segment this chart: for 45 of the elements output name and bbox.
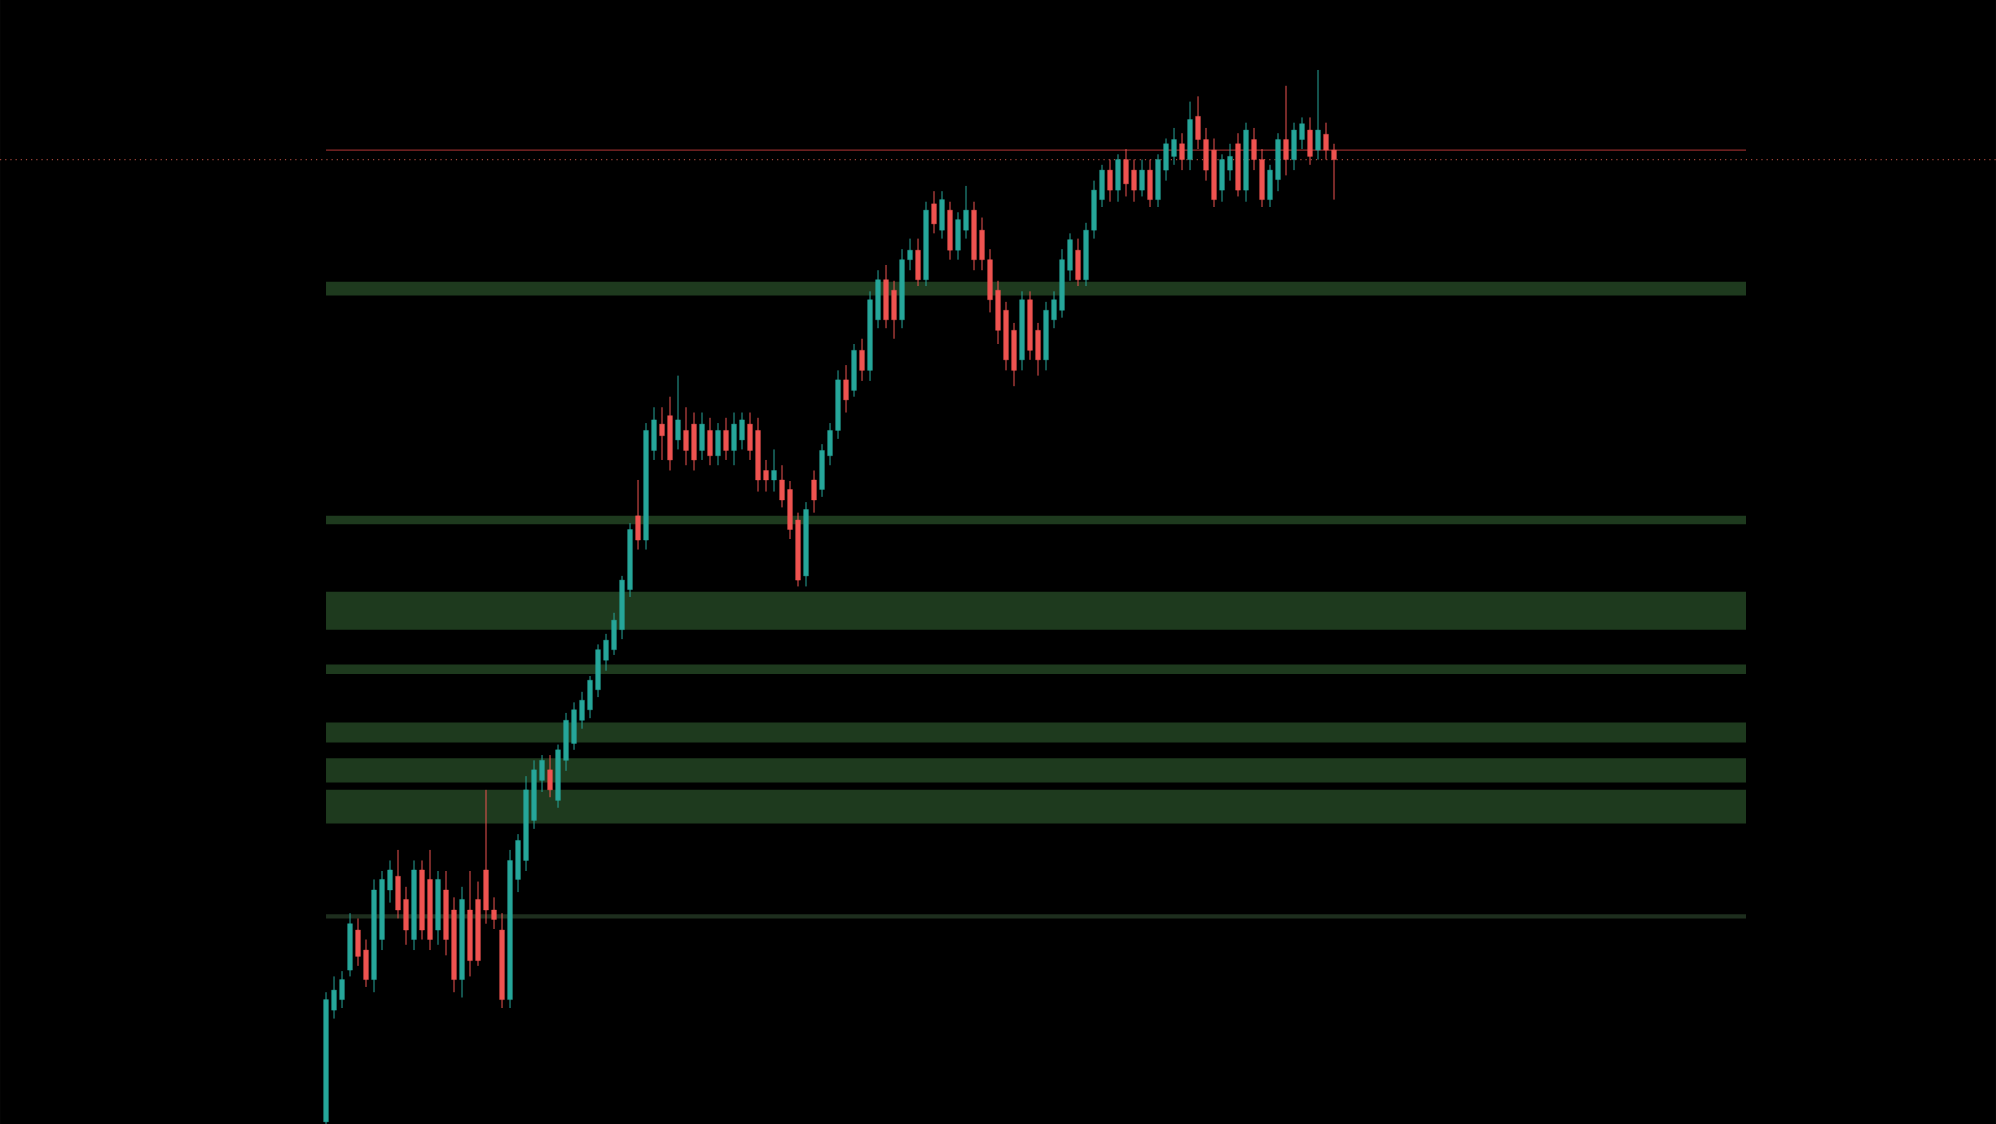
candlestick (1123, 148, 1129, 197)
candlestick (347, 912, 353, 977)
candlestick (851, 343, 857, 398)
candlestick (1291, 122, 1297, 171)
candlestick (1323, 122, 1329, 161)
candlestick (723, 417, 729, 461)
candlestick (1147, 159, 1153, 208)
candlestick (947, 201, 953, 261)
candlestick (883, 264, 889, 329)
candlestick (675, 375, 681, 450)
candlestick (707, 417, 713, 466)
candlestick (691, 412, 697, 471)
candlestick (771, 448, 777, 493)
candlestick (915, 238, 921, 287)
candlestick (699, 412, 705, 461)
candlestick (1107, 159, 1113, 203)
candlestick (859, 338, 865, 382)
candlestick (1283, 85, 1289, 176)
candlestick (1315, 69, 1321, 161)
candlestick (1179, 132, 1185, 171)
candlestick (1171, 127, 1177, 166)
candlestick (931, 190, 937, 234)
candlestick (715, 422, 721, 466)
candlestick (667, 396, 673, 471)
candlestick (1075, 238, 1081, 287)
candlestick (1219, 153, 1225, 203)
candlestick (1235, 132, 1241, 197)
candlestick (1187, 101, 1193, 171)
candlestick (1307, 116, 1313, 166)
candlestick (739, 412, 745, 450)
candlestick (955, 211, 961, 261)
candlestick (1139, 159, 1145, 197)
candlestick (635, 479, 641, 551)
candlestick (891, 280, 897, 340)
candlestick (659, 406, 665, 461)
candlestick (939, 190, 945, 240)
candlestick (811, 469, 817, 514)
candlestick (843, 364, 849, 414)
candlestick (1131, 159, 1137, 203)
candlestick (683, 406, 689, 466)
candlestick (1275, 132, 1281, 192)
candlestick (547, 754, 553, 798)
candlestick (1115, 153, 1121, 203)
candlestick (731, 412, 737, 466)
candlestick (339, 970, 345, 1009)
